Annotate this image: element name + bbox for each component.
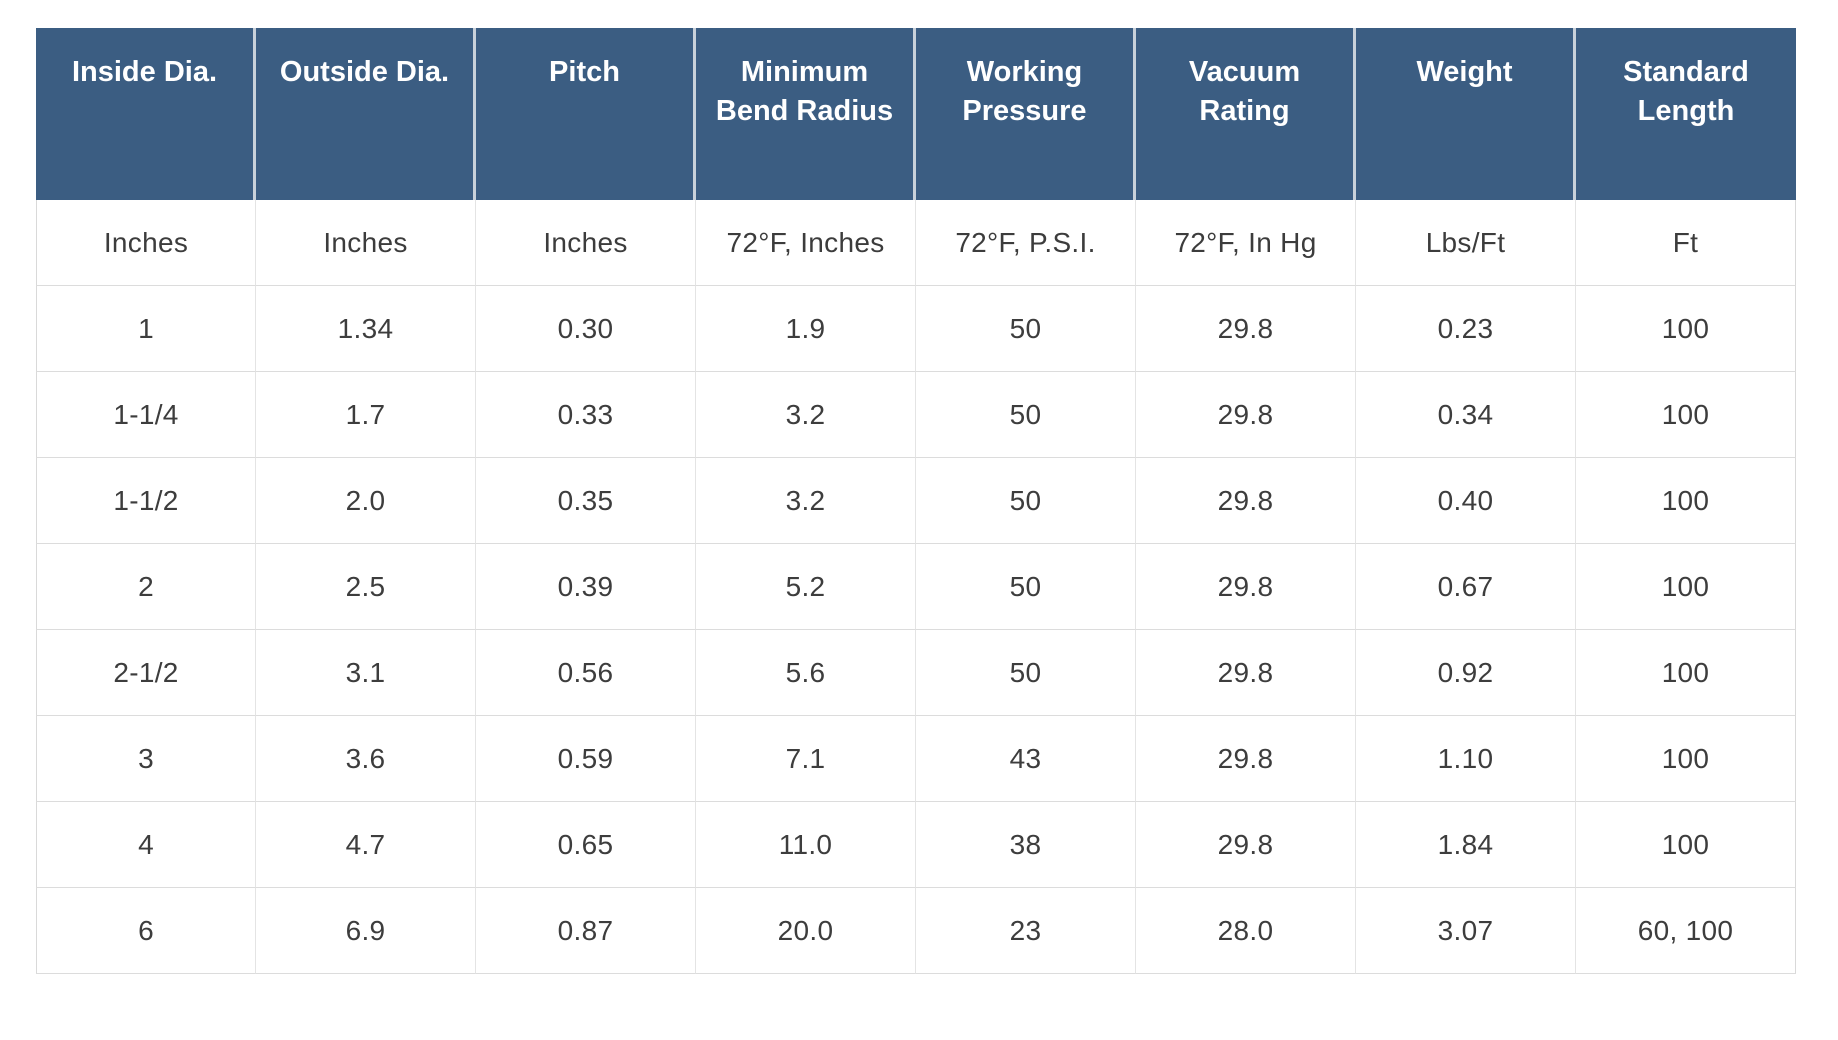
table-cell: 20.0 — [696, 888, 916, 974]
table-cell: 3.2 — [696, 458, 916, 544]
table-cell: 0.65 — [476, 802, 696, 888]
table-cell: 1.10 — [1356, 716, 1576, 802]
table-cell: 43 — [916, 716, 1136, 802]
table-cell: 50 — [916, 286, 1136, 372]
column-header: Pitch — [476, 28, 696, 200]
table-cell: 5.2 — [696, 544, 916, 630]
table-cell: 3 — [36, 716, 256, 802]
table-cell: 29.8 — [1136, 544, 1356, 630]
table-cell: 0.23 — [1356, 286, 1576, 372]
table-cell: 0.56 — [476, 630, 696, 716]
table-cell: 29.8 — [1136, 372, 1356, 458]
units-cell: Inches — [36, 200, 256, 286]
table-row: 3 3.6 0.59 7.1 43 29.8 1.10 100 — [36, 716, 1796, 802]
units-cell: Ft — [1576, 200, 1796, 286]
table-cell: 100 — [1576, 802, 1796, 888]
table-row: 4 4.7 0.65 11.0 38 29.8 1.84 100 — [36, 802, 1796, 888]
table-row: 2-1/2 3.1 0.56 5.6 50 29.8 0.92 100 — [36, 630, 1796, 716]
column-header: Weight — [1356, 28, 1576, 200]
table-cell: 100 — [1576, 458, 1796, 544]
table-cell: 4 — [36, 802, 256, 888]
table-cell: 3.07 — [1356, 888, 1576, 974]
table-cell: 50 — [916, 544, 1136, 630]
table-cell: 29.8 — [1136, 716, 1356, 802]
column-header: Vacuum Rating — [1136, 28, 1356, 200]
table-cell: 1 — [36, 286, 256, 372]
table-cell: 0.87 — [476, 888, 696, 974]
column-header: Working Pressure — [916, 28, 1136, 200]
table-cell: 100 — [1576, 286, 1796, 372]
table-cell: 50 — [916, 458, 1136, 544]
table-cell: 5.6 — [696, 630, 916, 716]
table-cell: 3.1 — [256, 630, 476, 716]
table-cell: 29.8 — [1136, 802, 1356, 888]
table-cell: 100 — [1576, 372, 1796, 458]
table-cell: 1-1/4 — [36, 372, 256, 458]
table-row: 1 1.34 0.30 1.9 50 29.8 0.23 100 — [36, 286, 1796, 372]
units-cell: 72°F, In Hg — [1136, 200, 1356, 286]
table-cell: 100 — [1576, 544, 1796, 630]
table-cell: 23 — [916, 888, 1136, 974]
table-cell: 0.39 — [476, 544, 696, 630]
table-cell: 50 — [916, 630, 1136, 716]
table-cell: 50 — [916, 372, 1136, 458]
header-row: Inside Dia. Outside Dia. Pitch Minimum Bend… — [36, 28, 1796, 200]
table-cell: 0.67 — [1356, 544, 1576, 630]
table-row: 2 2.5 0.39 5.2 50 29.8 0.67 100 — [36, 544, 1796, 630]
table-row: 1-1/2 2.0 0.35 3.2 50 29.8 0.40 100 — [36, 458, 1796, 544]
table-cell: 11.0 — [696, 802, 916, 888]
table-cell: 2.5 — [256, 544, 476, 630]
table-cell: 38 — [916, 802, 1136, 888]
table-cell: 0.92 — [1356, 630, 1576, 716]
column-header: Inside Dia. — [36, 28, 256, 200]
table-cell: 60, 100 — [1576, 888, 1796, 974]
table-cell: 0.59 — [476, 716, 696, 802]
table-cell: 3.2 — [696, 372, 916, 458]
table-cell: 1.9 — [696, 286, 916, 372]
table-cell: 1.84 — [1356, 802, 1576, 888]
table-cell: 29.8 — [1136, 630, 1356, 716]
table-head: Inside Dia. Outside Dia. Pitch Minimum Bend… — [36, 28, 1796, 286]
units-cell: Inches — [256, 200, 476, 286]
units-cell: 72°F, Inches — [696, 200, 916, 286]
column-header: Minimum Bend Radius — [696, 28, 916, 200]
table-cell: 6.9 — [256, 888, 476, 974]
table-cell: 29.8 — [1136, 286, 1356, 372]
table-cell: 1.7 — [256, 372, 476, 458]
table-cell: 0.30 — [476, 286, 696, 372]
table-cell: 6 — [36, 888, 256, 974]
table-cell: 100 — [1576, 630, 1796, 716]
table-cell: 100 — [1576, 716, 1796, 802]
column-header: Outside Dia. — [256, 28, 476, 200]
table-cell: 3.6 — [256, 716, 476, 802]
units-cell: 72°F, P.S.I. — [916, 200, 1136, 286]
table-cell: 0.40 — [1356, 458, 1576, 544]
table-cell: 2 — [36, 544, 256, 630]
column-header: Standard Length — [1576, 28, 1796, 200]
table-cell: 28.0 — [1136, 888, 1356, 974]
table-cell: 1-1/2 — [36, 458, 256, 544]
table-row: 6 6.9 0.87 20.0 23 28.0 3.07 60, 100 — [36, 888, 1796, 974]
table-cell: 7.1 — [696, 716, 916, 802]
table-cell: 4.7 — [256, 802, 476, 888]
units-cell: Lbs/Ft — [1356, 200, 1576, 286]
units-cell: Inches — [476, 200, 696, 286]
hose-spec-table: Inside Dia. Outside Dia. Pitch Minimum Bend… — [36, 28, 1796, 974]
table-cell: 2.0 — [256, 458, 476, 544]
table-cell: 1.34 — [256, 286, 476, 372]
table-cell: 29.8 — [1136, 458, 1356, 544]
table-cell: 2-1/2 — [36, 630, 256, 716]
table-cell: 0.35 — [476, 458, 696, 544]
units-row: Inches Inches Inches 72°F, Inches 72°F, P.S.… — [36, 200, 1796, 286]
table-row: 1-1/4 1.7 0.33 3.2 50 29.8 0.34 100 — [36, 372, 1796, 458]
table-body: 1 1.34 0.30 1.9 50 29.8 0.23 100 1-1/4 1.7 0.33 3.2… — [36, 286, 1796, 974]
table-cell: 0.33 — [476, 372, 696, 458]
table-cell: 0.34 — [1356, 372, 1576, 458]
